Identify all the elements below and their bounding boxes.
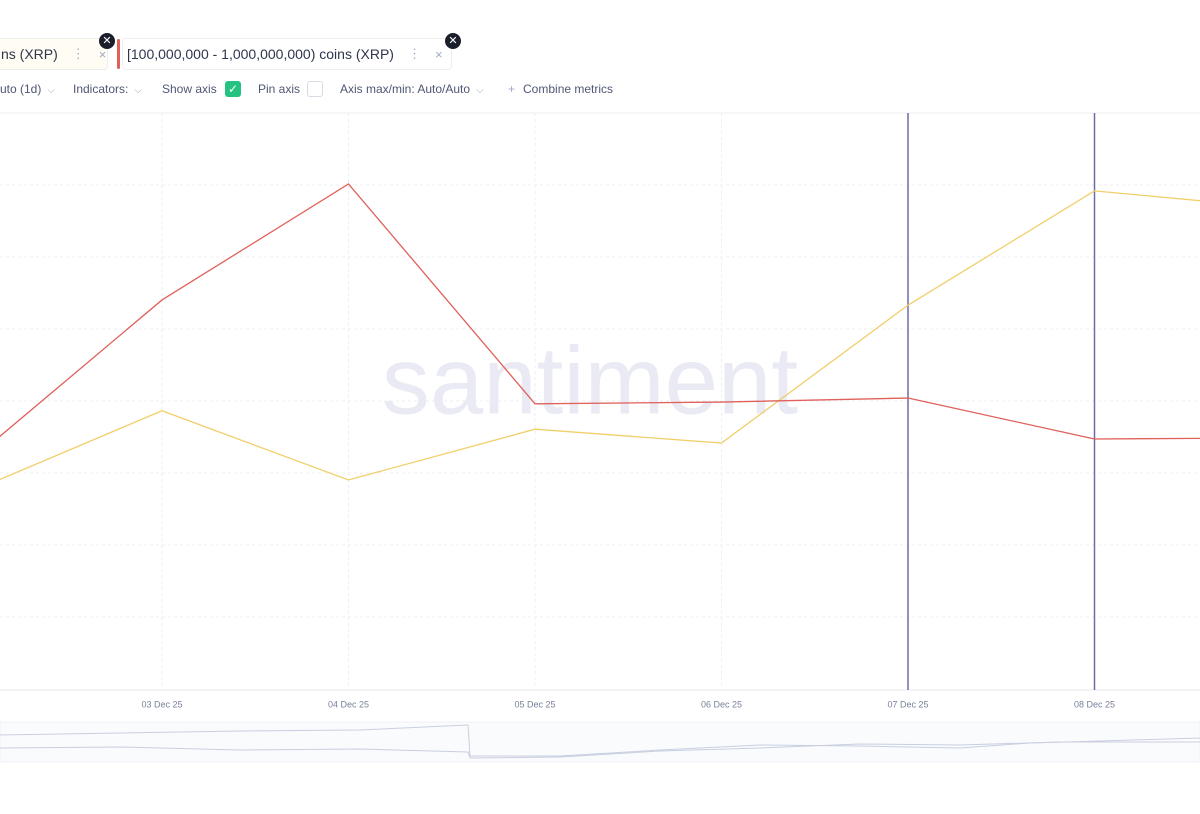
show-axis-toggle[interactable]: Show axis [162,82,217,96]
label: Indicators: [73,82,129,96]
close-button[interactable]: ✕ [99,33,115,49]
close-button[interactable]: ✕ [445,33,461,49]
series-line [0,183,1200,440]
label: Pin axis [258,82,301,96]
checkbox[interactable]: ✓ [225,81,241,97]
label: Combine metrics [523,82,614,96]
metric-chip[interactable]: ns (XRP) ⋮ × [0,38,108,70]
checkbox[interactable] [307,81,323,97]
x-tick-label: 08 Dec 25 [1074,699,1115,709]
x-tick-label: 07 Dec 25 [887,699,928,709]
metric-label: ns (XRP) [1,46,58,62]
remove-icon[interactable]: × [434,46,443,62]
x-tick-label: 05 Dec 25 [514,699,555,709]
navigator [0,721,1200,763]
metric-label: [100,000,000 - 1,000,000,000) coins (XRP… [127,46,394,62]
x-tick-label: 04 Dec 25 [328,699,369,709]
interval-select[interactable]: uto (1d) ⌵ [0,82,55,96]
pin-axis-toggle[interactable]: Pin axis [258,82,300,96]
remove-icon[interactable]: × [98,46,107,62]
metric-color [117,39,120,69]
combine-metrics-button[interactable]: + Combine metrics [508,82,614,96]
menu-icon[interactable]: ⋮ [407,46,421,61]
label: uto (1d) [0,82,42,96]
menu-icon[interactable]: ⋮ [71,46,85,61]
x-tick-label: 03 Dec 25 [141,699,182,709]
x-tick-label: 06 Dec 25 [701,699,742,709]
metric-chip[interactable]: [100,000,000 - 1,000,000,000) coins (XRP… [122,38,452,70]
label: Axis max/min: Auto/Auto [340,82,471,96]
label: Show axis [162,82,217,96]
series-line [0,190,1200,481]
h-grid [0,184,1200,618]
watermark: santiment [382,327,798,434]
indicators-select[interactable]: Indicators: ⌵ [73,82,142,96]
axis-range-select[interactable]: Axis max/min: Auto/Auto ⌵ [340,82,484,96]
